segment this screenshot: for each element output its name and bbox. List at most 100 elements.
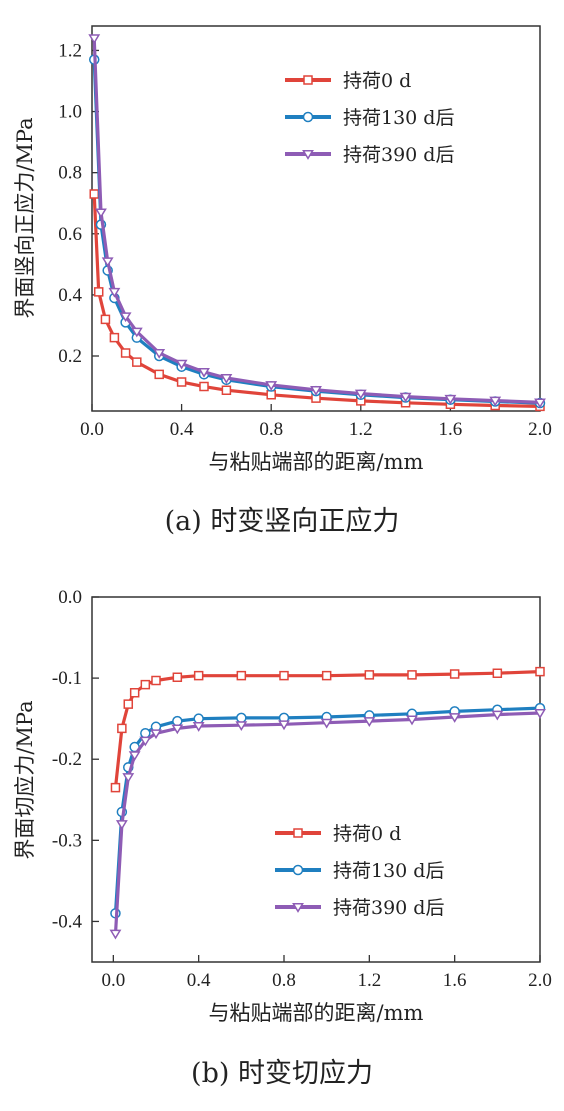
data-point <box>88 34 101 45</box>
data-point <box>130 327 143 338</box>
x-tick-label: 0.0 <box>101 970 125 991</box>
x-tick-label: 2.0 <box>528 970 552 991</box>
data-point <box>265 381 278 391</box>
data-point <box>491 710 504 721</box>
legend-label: 持荷390 d后 <box>343 144 454 166</box>
data-point <box>449 669 460 679</box>
data-point <box>109 929 122 940</box>
data-point <box>89 189 99 199</box>
data-point <box>139 736 152 747</box>
legend-label: 持荷130 d后 <box>343 107 454 129</box>
y-tick-label: -0.1 <box>52 668 82 689</box>
data-point <box>140 728 151 739</box>
data-point <box>266 390 276 400</box>
legend-marker <box>302 150 314 160</box>
data-point <box>132 357 142 367</box>
legend-marker <box>302 111 314 123</box>
x-tick-label: 0.8 <box>259 419 283 440</box>
data-point <box>492 668 503 678</box>
data-point <box>407 670 417 680</box>
y-tick-label: -0.3 <box>52 830 82 851</box>
data-point <box>489 396 502 407</box>
data-point <box>154 369 164 380</box>
legend-marker <box>292 864 304 876</box>
data-point <box>199 381 209 392</box>
legend-label: 持荷130 d后 <box>333 860 444 882</box>
x-axis-label: 与粘贴端部的距离/mm <box>209 450 424 474</box>
x-tick-label: 0.4 <box>187 970 211 991</box>
data-point <box>101 257 114 268</box>
data-point <box>193 713 204 724</box>
data-point <box>128 751 141 762</box>
series-line <box>113 706 541 914</box>
data-point <box>151 675 161 686</box>
y-tick-label: -0.4 <box>52 911 83 932</box>
y-tick-label: 0.0 <box>58 587 82 608</box>
data-point <box>117 723 127 734</box>
series-line <box>113 670 541 788</box>
data-point <box>406 715 418 726</box>
legend-label: 持荷390 d后 <box>333 897 444 919</box>
x-tick-label: 1.6 <box>439 419 463 440</box>
series-line <box>92 38 541 404</box>
data-point <box>110 782 121 793</box>
x-axis-label: 与粘贴端部的距离/mm <box>209 1001 424 1025</box>
legend-label: 持荷0 d <box>343 70 411 92</box>
data-point <box>108 287 121 298</box>
x-tick-label: 1.2 <box>349 419 373 440</box>
x-tick-label: 0.8 <box>272 970 296 991</box>
y-axis-label: 界面切应力/MPa <box>13 700 37 859</box>
data-point <box>193 670 204 681</box>
data-point <box>198 367 210 378</box>
data-point <box>175 359 188 370</box>
y-tick-label: 0.6 <box>58 224 82 245</box>
y-tick-label: 1.2 <box>58 40 82 61</box>
data-point <box>321 670 332 681</box>
data-point <box>129 687 140 698</box>
data-point <box>120 348 131 358</box>
legend-marker <box>293 828 303 838</box>
legend-marker <box>303 75 313 85</box>
caption: (b) 时变切应力 <box>191 1058 373 1089</box>
y-tick-label: 0.8 <box>58 163 82 184</box>
x-tick-label: 2.0 <box>528 419 552 440</box>
data-point <box>236 670 247 681</box>
data-point <box>354 389 367 400</box>
x-tick-label: 1.2 <box>357 970 381 991</box>
data-point <box>95 208 107 219</box>
data-point <box>122 773 135 783</box>
data-point <box>534 709 546 719</box>
data-point <box>93 287 104 297</box>
y-tick-label: 1.0 <box>58 102 82 123</box>
data-point <box>140 679 151 690</box>
data-marks <box>88 34 546 412</box>
data-point <box>278 720 290 731</box>
data-point <box>119 312 132 323</box>
data-point <box>399 392 412 403</box>
data-point <box>172 715 183 727</box>
data-point <box>534 398 546 409</box>
data-point <box>535 666 545 677</box>
data-point <box>171 724 184 735</box>
data-point <box>448 713 461 723</box>
data-point <box>153 348 166 359</box>
data-point <box>123 699 134 709</box>
x-tick-label: 0.4 <box>170 419 194 440</box>
plot-frame <box>91 596 541 963</box>
data-point <box>444 394 457 405</box>
plot-frame <box>91 25 541 412</box>
panel-a: 0.0 0.4 0.8 1.2 1.6 2.0 0.2 0.4 0.6 0.8 1.0 1.2 持荷0… <box>13 25 552 537</box>
y-axis-label: 界面竖向正应力/MPa <box>13 117 37 318</box>
data-point <box>235 721 248 732</box>
data-point <box>220 374 233 384</box>
data-point <box>150 729 162 740</box>
data-point <box>176 377 187 387</box>
data-point <box>109 332 120 343</box>
y-tick-label: 0.2 <box>58 346 82 367</box>
data-point <box>320 718 333 729</box>
data-point <box>172 672 183 683</box>
axis-ticks: 0.0 0.4 0.8 1.2 1.6 2.0 0.2 0.4 0.6 0.8 1.0 1.2 <box>58 40 552 440</box>
x-tick-label: 1.6 <box>443 970 467 991</box>
